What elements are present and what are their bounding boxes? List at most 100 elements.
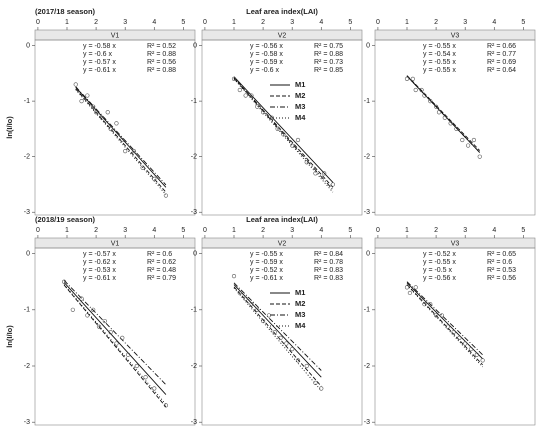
x-tick-label: 4	[492, 19, 496, 26]
point	[480, 358, 485, 363]
regression-line	[406, 284, 483, 368]
point	[243, 296, 248, 301]
x-tick-label: 5	[348, 227, 352, 234]
equation: y = -0.55 x	[423, 259, 456, 266]
point	[231, 273, 237, 279]
equation: y = -0.55 x	[423, 67, 456, 74]
equation: y = -0.54 x	[423, 51, 456, 58]
y-tick-label: -1	[364, 98, 370, 105]
r-squared: R² = 0.64	[487, 67, 516, 74]
point	[428, 302, 433, 307]
y-tick-label: -2	[24, 363, 30, 370]
r-squared: R² = 0.88	[314, 51, 343, 58]
x-tick-label: 5	[521, 19, 525, 26]
x-tick-label: 4	[152, 227, 156, 234]
y-tick-label: -1	[191, 307, 197, 314]
x-tick-label: 2	[434, 19, 438, 26]
point	[428, 99, 433, 104]
point	[319, 386, 324, 391]
x-tick-label: 1	[405, 19, 409, 26]
point	[413, 87, 418, 93]
x-tick-label: 0	[376, 19, 380, 26]
x-tick-label: 3	[123, 19, 127, 26]
legend-label: M4	[295, 113, 306, 122]
point	[477, 154, 482, 159]
equation: y = -0.5 x	[423, 267, 452, 274]
point	[290, 347, 295, 352]
point	[422, 93, 427, 98]
y-tick-label: 0	[366, 42, 370, 49]
panel-label: V2	[278, 240, 287, 247]
r-squared: R² = 0.56	[487, 275, 516, 282]
point	[410, 76, 415, 81]
x-tick-label: 3	[290, 227, 294, 234]
r-squared: R² = 0.83	[314, 267, 343, 274]
x-tick-label: 0	[36, 227, 40, 234]
equation: y = -0.61 x	[250, 275, 283, 282]
point	[304, 160, 309, 165]
r-squared: R² = 0.77	[487, 51, 516, 58]
point	[439, 313, 445, 318]
r-squared: R² = 0.48	[147, 267, 176, 274]
y-tick-label: -2	[191, 363, 197, 370]
panel-frame	[34, 39, 196, 216]
r-squared: R² = 0.85	[314, 67, 343, 74]
x-tick-label: 0	[203, 227, 207, 234]
equation: y = -0.6 x	[250, 67, 279, 74]
r-squared: R² = 0.65	[487, 251, 516, 258]
equation: y = -0.56 x	[423, 275, 456, 282]
equation: y = -0.57 x	[83, 251, 116, 258]
x-tick-label: 3	[463, 227, 467, 234]
point	[433, 104, 439, 109]
legend-label: M2	[295, 299, 305, 308]
y-tick-label: -3	[24, 209, 30, 216]
regression-line	[75, 87, 167, 188]
regression-line	[233, 78, 334, 191]
equation: y = -0.59 x	[250, 59, 283, 66]
point	[419, 87, 424, 93]
point	[85, 93, 90, 98]
y-tick-label: -2	[191, 154, 197, 161]
legend-label: M3	[295, 310, 305, 319]
point	[295, 137, 301, 143]
x-tick-label: 4	[152, 19, 156, 26]
point	[120, 335, 125, 341]
point	[474, 352, 479, 357]
regression-line	[75, 86, 167, 186]
point	[281, 132, 286, 137]
y-tick-label: -1	[364, 307, 370, 314]
x-tick-label: 0	[376, 227, 380, 234]
season-label: (2018/19 season)	[35, 215, 96, 224]
point	[243, 93, 248, 98]
r-squared: R² = 0.78	[314, 259, 343, 266]
x-tick-label: 3	[290, 19, 294, 26]
point	[114, 121, 119, 126]
point	[134, 363, 139, 369]
equation: y = -0.55 x	[423, 43, 456, 50]
point	[249, 302, 254, 307]
point	[61, 279, 67, 284]
panel-frame	[201, 39, 363, 216]
y-tick-label: 0	[26, 42, 30, 49]
r-squared: R² = 0.83	[314, 275, 343, 282]
point	[284, 341, 289, 346]
r-squared: R² = 0.6	[487, 259, 512, 266]
y-axis-title: ln(I/Io)	[5, 325, 14, 348]
y-axis-title: ln(I/Io)	[5, 116, 14, 139]
point	[295, 358, 301, 363]
point	[143, 375, 148, 380]
x-tick-label: 2	[434, 227, 438, 234]
y-tick-label: -3	[24, 419, 30, 426]
point	[237, 290, 242, 296]
x-tick-label: 0	[36, 19, 40, 26]
point	[260, 318, 266, 324]
y-tick-label: -2	[24, 154, 30, 161]
point	[105, 110, 110, 115]
regression-line	[233, 76, 334, 183]
y-tick-label: -3	[191, 209, 197, 216]
x-tick-label: 2	[94, 227, 98, 234]
point	[454, 126, 459, 131]
r-squared: R² = 0.88	[147, 67, 176, 74]
point	[131, 149, 137, 154]
